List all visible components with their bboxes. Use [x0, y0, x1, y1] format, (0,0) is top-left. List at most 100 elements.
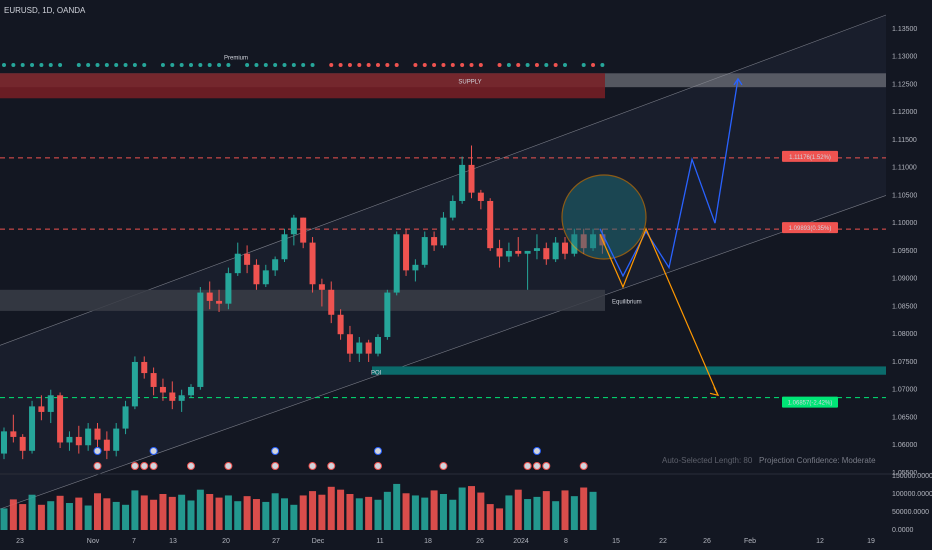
- equilibrium-zone: [0, 289, 605, 311]
- volume-bar: [393, 483, 401, 530]
- volume-bar: [19, 504, 27, 530]
- volume-bar: [206, 494, 214, 530]
- volume-bar: [271, 493, 279, 530]
- volume-bar: [178, 494, 186, 530]
- price-tick-label: 1.13500: [892, 26, 917, 33]
- candle-body: [281, 234, 288, 260]
- volume-bar: [421, 497, 429, 530]
- volume-bar: [75, 497, 83, 530]
- session-dot: [86, 62, 91, 67]
- volume-bar: [561, 490, 569, 530]
- volume-bar: [496, 508, 504, 530]
- session-dot: [366, 62, 371, 67]
- candle-body: [216, 300, 223, 304]
- event-flag-icon: [308, 462, 317, 470]
- price-tick-label: 1.11500: [892, 137, 917, 144]
- session-dot: [254, 62, 259, 67]
- price-tick-label: 1.12000: [892, 109, 917, 116]
- event-flag-icon: [271, 462, 280, 470]
- candle-body: [543, 248, 550, 260]
- projection-blue-path: [599, 78, 739, 278]
- price-tick-label: 1.08000: [892, 331, 917, 338]
- candle-body: [244, 253, 251, 265]
- volume-bar: [84, 505, 92, 530]
- volume-bar: [468, 486, 475, 530]
- candle-body: [47, 395, 54, 412]
- volume-bar: [589, 491, 597, 530]
- price-tick-label: 1.08500: [892, 303, 917, 310]
- candle-body: [562, 242, 568, 254]
- candle-body: [178, 395, 185, 401]
- volume-bar: [309, 491, 317, 530]
- event-flag-icon: [271, 447, 280, 455]
- candle-body: [449, 200, 456, 218]
- volume-bar: [122, 504, 130, 530]
- time-tick-label: 15: [612, 538, 620, 545]
- volume-bar: [439, 494, 447, 530]
- volume-bar: [47, 501, 55, 530]
- session-dot: [497, 62, 502, 67]
- volume-bar: [365, 496, 373, 530]
- candle-body: [328, 289, 335, 315]
- time-tick-label: 27: [272, 538, 280, 545]
- price-tick-label: 1.07000: [892, 387, 917, 394]
- poi-label: POI: [371, 371, 382, 377]
- session-dot: [291, 62, 296, 67]
- candle-body: [253, 264, 260, 285]
- time-tick-label: 2024: [513, 538, 529, 545]
- session-dot: [160, 62, 165, 67]
- volume-bar: [187, 500, 195, 530]
- volume-bar: [505, 495, 513, 530]
- volume-bar: [103, 498, 111, 530]
- session-dot: [207, 62, 212, 67]
- candle-body: [375, 336, 381, 354]
- candle-body: [412, 264, 419, 271]
- session-dot: [563, 62, 567, 67]
- candle-body: [552, 242, 559, 260]
- session-dot: [460, 62, 465, 67]
- candle-body: [356, 342, 363, 354]
- time-tick-label: Feb: [744, 538, 756, 545]
- candle-body: [75, 436, 82, 446]
- time-tick-label: 26: [703, 538, 711, 545]
- symbol-title[interactable]: EURUSD, 1D, OANDA: [4, 6, 86, 15]
- session-dot: [198, 62, 203, 67]
- channel-fill: [0, 15, 886, 510]
- session-dot: [525, 62, 530, 67]
- time-tick-label: 23: [16, 538, 24, 545]
- candle-body: [57, 395, 64, 443]
- session-dot: [179, 62, 184, 67]
- session-dot: [273, 62, 278, 67]
- candle-body: [66, 436, 73, 443]
- volume-bar: [542, 491, 550, 530]
- channel-lower-line: [0, 195, 887, 510]
- event-flag-icon: [374, 447, 382, 455]
- volume-bar: [327, 486, 335, 530]
- volume-bar: [281, 498, 288, 530]
- candle-body: [197, 292, 204, 387]
- volume-bar: [112, 501, 120, 530]
- volume-bar: [290, 504, 298, 530]
- candle-body: [515, 250, 522, 254]
- volume-bar: [224, 495, 232, 530]
- candle-body: [403, 234, 410, 271]
- candle-body: [337, 314, 344, 335]
- candle-body: [505, 250, 512, 257]
- volume-bar: [374, 499, 382, 530]
- session-dot: [20, 62, 25, 67]
- time-tick-label: 26: [476, 538, 484, 545]
- level-label-2: 1.06857(-2.42%): [788, 401, 833, 407]
- price-tick-label: 1.10000: [892, 220, 917, 227]
- session-dot: [123, 62, 128, 67]
- session-dot: [329, 62, 334, 67]
- candle-body: [346, 334, 353, 354]
- price-tick-label: 1.09000: [892, 276, 917, 283]
- volume-bar: [65, 503, 73, 530]
- candle-body: [487, 200, 494, 249]
- candle-body: [272, 259, 279, 271]
- volume-bar: [28, 494, 36, 530]
- volume-bar: [131, 490, 139, 530]
- session-dot: [217, 62, 222, 67]
